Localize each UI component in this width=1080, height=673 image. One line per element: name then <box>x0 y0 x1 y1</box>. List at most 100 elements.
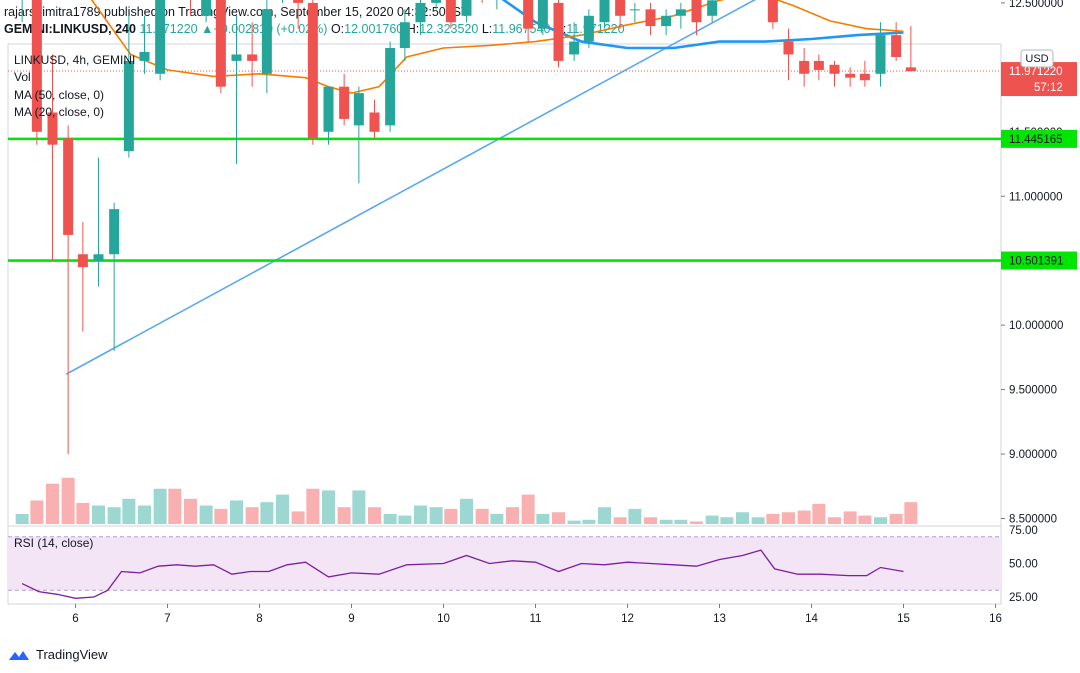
legend-ma50: MA (50, close, 0) <box>14 88 104 102</box>
time-tick-label: 8 <box>256 613 262 625</box>
candle-body <box>385 48 396 126</box>
volume-bar <box>506 507 519 524</box>
candle-body <box>399 22 410 49</box>
legend-ma20: MA (20, close, 0) <box>14 105 104 119</box>
candle-body <box>629 9 640 11</box>
currency-button[interactable] <box>1020 49 1054 68</box>
time-tick-label: 10 <box>437 613 450 625</box>
volume-bar <box>76 503 90 524</box>
time-tick-label: 16 <box>989 613 1002 625</box>
volume-bar <box>214 508 228 524</box>
volume-bar <box>168 488 182 524</box>
support-price-label-bg <box>1001 129 1077 148</box>
volume-bar <box>414 505 427 524</box>
volume-bar <box>383 513 397 524</box>
volume-bar <box>122 498 136 524</box>
last-price-label-bg <box>1001 62 1077 97</box>
volume-bar <box>598 507 611 524</box>
volume-bar <box>766 513 780 524</box>
candle-body <box>691 0 702 23</box>
volume-bar <box>322 490 335 524</box>
volume-bar <box>705 515 719 524</box>
price-tick-label: 8.500000 <box>1009 514 1057 526</box>
candle-body <box>123 60 134 152</box>
volume-bar <box>858 515 872 524</box>
candle-body <box>47 112 58 145</box>
volume-bar <box>460 498 473 524</box>
volume-bar <box>475 508 489 524</box>
price-tick-label: 12.500000 <box>1009 0 1063 10</box>
volume-bar <box>184 498 197 524</box>
volume-bar <box>552 512 565 524</box>
publisher-line: rajarshimitra1789 published on TradingVi… <box>4 5 469 19</box>
candle-body <box>31 0 42 132</box>
legend-rsi: RSI (14, close) <box>14 536 93 550</box>
candle-body <box>875 35 886 74</box>
candle-body <box>845 73 856 78</box>
volume-bar <box>521 494 535 524</box>
countdown-label: 57:12 <box>1034 82 1063 94</box>
time-tick-label: 12 <box>621 613 634 625</box>
main-pane[interactable] <box>7 43 1002 527</box>
volume-bar <box>138 505 151 524</box>
candle-body <box>523 0 534 29</box>
candle-body <box>307 2 318 139</box>
candle-body <box>215 0 226 87</box>
volume-bar <box>107 507 121 524</box>
rsi-tick-label: 25.00 <box>1009 592 1038 604</box>
volume-bar <box>352 490 366 524</box>
volume-bar <box>276 494 289 524</box>
price-tick-label: 9.500000 <box>1009 385 1057 397</box>
support-price-label: 11.445165 <box>1009 134 1063 146</box>
volume-bar <box>751 517 765 524</box>
volume-bar <box>659 519 673 524</box>
candle-body <box>231 54 242 61</box>
volume-bar <box>782 512 795 524</box>
last-price: 11.971220 <box>139 22 198 36</box>
volume-bar <box>30 500 44 524</box>
volume-bar <box>720 517 734 524</box>
volume-bar <box>536 513 550 524</box>
volume-bar <box>797 510 811 524</box>
candle-body <box>615 0 626 16</box>
time-tick-label: 7 <box>164 613 170 625</box>
candle-body <box>767 0 778 23</box>
candle-body <box>599 0 610 23</box>
low-label: L: <box>481 22 493 36</box>
footer-brand[interactable]: TradingView <box>36 647 108 662</box>
candle-body <box>431 0 442 3</box>
candle-body <box>583 15 594 42</box>
candle-body <box>905 67 916 72</box>
volume-bar <box>291 511 305 524</box>
candle-body <box>353 93 364 126</box>
legend-title: LINKUSD, 4h, GEMINI <box>14 53 135 67</box>
volume-bar <box>628 508 642 524</box>
volume-bar <box>490 513 504 524</box>
volume-bar <box>245 507 259 524</box>
candle-body <box>891 35 902 58</box>
footer: TradingView <box>8 647 108 662</box>
candle-body <box>369 112 380 132</box>
candle-body <box>247 54 258 61</box>
candle-body <box>813 60 824 70</box>
candle-body <box>537 0 548 29</box>
time-tick-label: 6 <box>72 613 78 625</box>
time-tick-label: 11 <box>530 613 542 625</box>
volume-bar <box>199 505 213 524</box>
volume-bar <box>337 507 351 524</box>
time-tick-label: 13 <box>713 613 726 625</box>
volume-bar <box>46 483 59 524</box>
volume-bar <box>904 502 918 524</box>
volume-bar <box>153 488 167 524</box>
candle-body <box>415 2 426 23</box>
candle-body <box>707 0 718 16</box>
volume-bar <box>674 519 688 524</box>
volume-bar <box>398 515 412 524</box>
trend-line <box>65 0 757 375</box>
price-tick-label: 10.000000 <box>1009 320 1063 332</box>
candle-body <box>645 9 656 27</box>
candle-body <box>799 60 810 74</box>
candle-body <box>63 138 74 235</box>
volume-bar <box>874 517 887 524</box>
